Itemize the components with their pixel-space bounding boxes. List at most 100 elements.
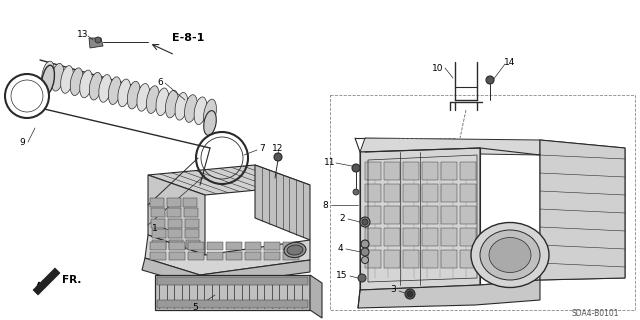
Bar	[188, 252, 204, 260]
Polygon shape	[360, 138, 540, 155]
Bar	[150, 242, 166, 250]
Bar	[186, 240, 200, 249]
Bar	[460, 206, 476, 224]
Ellipse shape	[80, 70, 93, 98]
Bar	[169, 242, 185, 250]
Bar	[365, 228, 381, 246]
Ellipse shape	[204, 111, 216, 135]
Bar	[384, 206, 400, 224]
Text: 1: 1	[152, 223, 158, 233]
Bar	[166, 198, 180, 207]
Bar	[422, 250, 438, 268]
Ellipse shape	[108, 77, 121, 104]
Bar	[168, 219, 182, 228]
Bar	[152, 240, 166, 249]
Bar	[365, 184, 381, 202]
Text: 8: 8	[322, 201, 328, 210]
Bar	[460, 184, 476, 202]
Text: 4: 4	[337, 244, 343, 252]
Ellipse shape	[194, 97, 207, 124]
Bar	[157, 277, 308, 285]
Text: 6: 6	[157, 77, 163, 86]
Bar	[184, 208, 198, 217]
Polygon shape	[148, 165, 310, 195]
Bar	[365, 250, 381, 268]
Polygon shape	[360, 148, 480, 290]
Text: FR.: FR.	[62, 275, 82, 285]
Bar	[226, 252, 242, 260]
Ellipse shape	[147, 86, 159, 113]
Bar	[460, 250, 476, 268]
Text: 11: 11	[324, 157, 336, 166]
Ellipse shape	[42, 65, 54, 95]
Bar	[384, 184, 400, 202]
Bar	[365, 206, 381, 224]
Bar	[441, 228, 457, 246]
Circle shape	[362, 219, 368, 225]
Circle shape	[274, 153, 282, 161]
Ellipse shape	[184, 95, 197, 122]
Bar	[245, 242, 261, 250]
Text: E-8-1: E-8-1	[172, 33, 204, 43]
Text: 14: 14	[504, 58, 516, 67]
Ellipse shape	[287, 245, 303, 255]
Bar	[441, 184, 457, 202]
Bar	[403, 250, 419, 268]
Circle shape	[5, 74, 49, 118]
Ellipse shape	[99, 75, 111, 102]
Polygon shape	[310, 275, 322, 318]
Text: 13: 13	[77, 29, 89, 38]
Bar	[168, 229, 182, 238]
Circle shape	[362, 257, 369, 263]
Bar	[460, 162, 476, 180]
Ellipse shape	[137, 84, 150, 111]
Ellipse shape	[480, 230, 540, 280]
Bar	[460, 228, 476, 246]
Polygon shape	[89, 38, 103, 48]
Bar	[264, 242, 280, 250]
Text: 3: 3	[390, 285, 396, 294]
Bar	[152, 229, 166, 238]
Bar	[207, 242, 223, 250]
Polygon shape	[540, 140, 625, 280]
Circle shape	[352, 164, 360, 172]
Circle shape	[358, 274, 366, 282]
Bar	[441, 162, 457, 180]
Bar	[264, 252, 280, 260]
Ellipse shape	[156, 88, 169, 116]
Polygon shape	[142, 258, 310, 287]
Bar	[188, 242, 204, 250]
Bar	[184, 219, 198, 228]
Ellipse shape	[70, 68, 83, 96]
Ellipse shape	[204, 99, 216, 127]
Bar	[403, 184, 419, 202]
Bar	[441, 206, 457, 224]
Circle shape	[360, 217, 370, 227]
Bar	[151, 219, 165, 228]
Ellipse shape	[166, 90, 179, 118]
Text: 10: 10	[432, 63, 444, 73]
Bar	[155, 275, 310, 310]
Bar	[422, 206, 438, 224]
Text: 5: 5	[192, 303, 198, 313]
Bar	[403, 206, 419, 224]
Text: 9: 9	[19, 138, 25, 147]
Ellipse shape	[42, 61, 54, 89]
Text: 7: 7	[259, 143, 265, 153]
Polygon shape	[148, 175, 205, 255]
Bar	[283, 252, 299, 260]
Circle shape	[353, 189, 359, 195]
Bar	[150, 208, 164, 217]
Bar	[384, 162, 400, 180]
Circle shape	[361, 248, 369, 256]
Bar	[169, 240, 183, 249]
Bar	[384, 250, 400, 268]
Bar	[283, 242, 299, 250]
Text: 12: 12	[272, 143, 284, 153]
Circle shape	[95, 37, 101, 43]
Ellipse shape	[51, 63, 64, 91]
Bar	[441, 250, 457, 268]
Bar	[330, 95, 635, 310]
Bar	[207, 252, 223, 260]
Ellipse shape	[127, 81, 140, 109]
